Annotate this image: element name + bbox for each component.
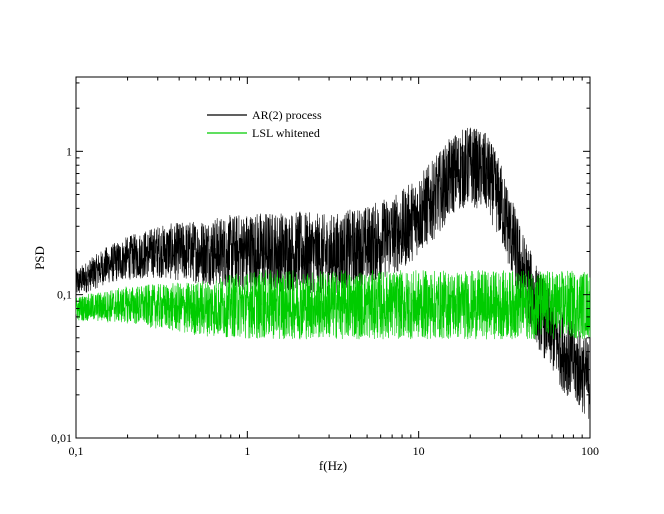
y-axis-title: PSD [32, 246, 47, 270]
x-tick-label: 1 [244, 444, 250, 458]
y-tick-label: 0,1 [57, 288, 72, 302]
x-tick-label: 10 [413, 444, 425, 458]
lsl-whitened-line [75, 270, 591, 340]
legend: AR(2) process LSL whitened [207, 108, 322, 140]
series-layer [75, 127, 591, 419]
x-tick-label: 0,1 [69, 444, 84, 458]
legend-label-ar2: AR(2) process [252, 108, 322, 122]
x-axis-title: f(Hz) [319, 458, 347, 473]
y-tick-label: 1 [66, 144, 72, 158]
x-tick-label: 100 [581, 444, 599, 458]
y-tick-label: 0,01 [51, 431, 72, 445]
legend-label-lsl: LSL whitened [252, 126, 320, 140]
